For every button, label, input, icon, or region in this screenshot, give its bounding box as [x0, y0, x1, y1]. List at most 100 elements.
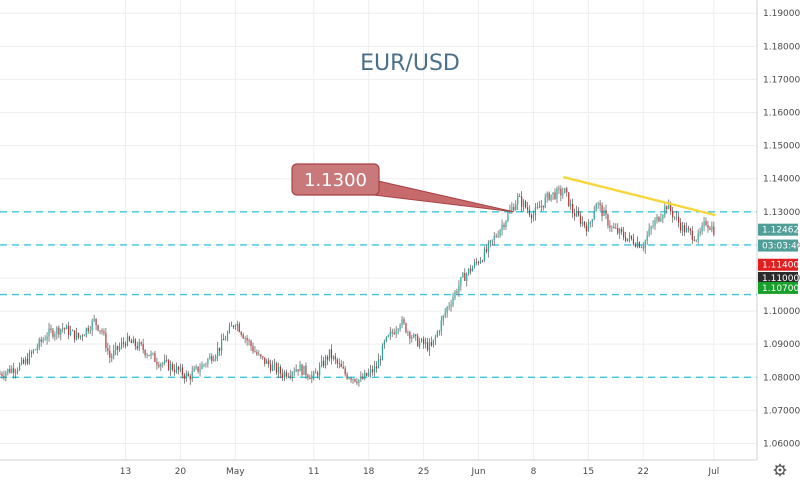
candle-body [432, 339, 435, 346]
candle-body [342, 367, 344, 369]
candle-body [625, 237, 627, 241]
price-badge [758, 239, 798, 252]
candle-body [446, 307, 448, 313]
candle-body [311, 375, 313, 380]
time-axis: 13 20 May 11 18 25 Jun 8 15 22 Jul [120, 467, 719, 477]
candle-body [560, 188, 562, 196]
candle-body [348, 378, 350, 380]
candle-body [60, 329, 62, 335]
candle-body [389, 331, 391, 336]
callout-box[interactable] [291, 163, 380, 196]
candle-body [615, 227, 617, 229]
candle-body [423, 338, 425, 345]
x-tick-label: 15 [583, 467, 594, 477]
candle-body [168, 360, 170, 371]
candle-body [13, 368, 15, 373]
x-tick-label: 8 [531, 467, 537, 477]
candle-body [164, 359, 166, 364]
candle-body [515, 204, 517, 211]
candle-body [32, 350, 34, 354]
candle-body [119, 346, 121, 350]
candle-body [623, 231, 625, 238]
candle-body [628, 235, 631, 239]
price-badge-label: 1.12462 [762, 226, 799, 236]
candle-body [497, 235, 499, 237]
price-callout[interactable]: 1.1300 [291, 163, 514, 213]
candle-body [662, 215, 664, 219]
candle-body [383, 341, 385, 345]
candle-body [201, 364, 203, 369]
candle-body [626, 238, 629, 241]
candle-body [177, 366, 180, 371]
candle-body [17, 369, 19, 372]
candle-body [642, 247, 644, 249]
candle-body [697, 233, 699, 240]
candle-body [713, 226, 715, 235]
y-tick-label: 1.17000 [763, 75, 800, 85]
candle-body [271, 364, 274, 371]
candle-body [266, 360, 268, 364]
candle-body [293, 371, 295, 373]
candle-body [644, 240, 646, 249]
trendline[interactable] [562, 175, 716, 217]
x-tick-label: 18 [363, 467, 375, 477]
candle-body [36, 347, 38, 350]
candle-body [562, 193, 564, 196]
candle-body [481, 260, 484, 262]
candle-body [144, 350, 146, 356]
candle-body [440, 320, 442, 332]
candle-body [30, 352, 32, 354]
settings-gear-icon[interactable] [773, 463, 787, 477]
candle-body [122, 342, 125, 344]
candle-body [542, 205, 544, 208]
candle-body [136, 346, 138, 349]
candle-body [350, 378, 352, 380]
candle-body [142, 343, 144, 351]
candle-body [126, 336, 129, 346]
candle-body [234, 325, 236, 328]
candle-body [211, 356, 213, 362]
price-badge-label: 1.11000 [762, 274, 799, 284]
candle-body [203, 364, 205, 366]
candle-body [509, 210, 511, 214]
candle-body [472, 267, 474, 272]
candle-body [242, 334, 244, 339]
candle-body [368, 372, 370, 376]
candle-body [236, 323, 238, 326]
trendline-layer[interactable] [562, 175, 716, 217]
candle-body [479, 260, 482, 264]
candle-body [103, 331, 105, 334]
candle-body [146, 355, 148, 356]
candle-body [138, 342, 140, 349]
candle-body [544, 197, 546, 208]
y-tick-label: 1.19000 [763, 9, 800, 19]
candle-body [552, 192, 554, 195]
candle-body [499, 229, 501, 236]
candle-body [171, 364, 174, 370]
candle-body [707, 225, 709, 228]
candle-body [395, 330, 397, 334]
candle-body [181, 367, 183, 376]
x-tick-label: 25 [418, 467, 429, 477]
candle-body [115, 346, 117, 351]
candle-body [658, 216, 660, 222]
candle-body [207, 359, 209, 364]
candle-body [189, 376, 191, 380]
candle-body [517, 196, 519, 205]
chart-title: EUR/USD [360, 51, 460, 76]
candle-body [558, 188, 560, 190]
y-tick-label: 1.07000 [763, 406, 800, 416]
candle-body [650, 226, 652, 229]
candle-body [303, 365, 305, 375]
candle-body [419, 341, 421, 347]
candle-body [377, 359, 380, 369]
candle-body [470, 268, 472, 272]
candle-body [91, 320, 93, 331]
candle-body [95, 318, 97, 325]
candle-body [52, 329, 54, 337]
candle-body [330, 349, 333, 359]
candle-body [709, 227, 711, 230]
candle-body [258, 354, 260, 356]
candle-body [162, 363, 164, 365]
